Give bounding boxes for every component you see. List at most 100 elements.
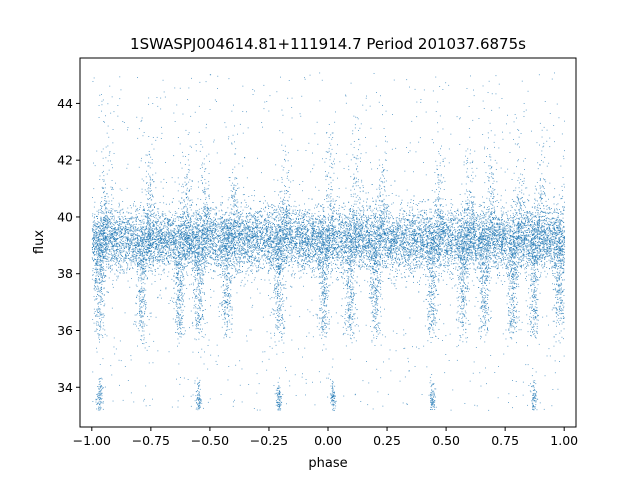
- data-point: [325, 248, 327, 250]
- data-point: [440, 249, 442, 251]
- data-point: [97, 227, 99, 229]
- data-point: [169, 239, 171, 241]
- data-point: [266, 250, 268, 252]
- data-point: [559, 275, 561, 277]
- data-point: [252, 236, 254, 238]
- data-point: [476, 239, 478, 241]
- data-point: [470, 241, 472, 243]
- data-point: [256, 236, 258, 238]
- data-point: [209, 229, 211, 231]
- data-point: [212, 238, 214, 240]
- data-point: [233, 234, 235, 235]
- data-point: [381, 257, 383, 259]
- data-point: [388, 238, 390, 239]
- data-point: [432, 251, 434, 253]
- data-point: [127, 263, 129, 265]
- data-point: [360, 210, 362, 212]
- data-point: [328, 240, 330, 242]
- data-point: [247, 239, 248, 241]
- data-point: [442, 206, 444, 207]
- data-point: [114, 217, 115, 219]
- data-point: [183, 241, 185, 243]
- data-point: [496, 224, 498, 225]
- data-point: [553, 251, 555, 253]
- data-point: [193, 238, 195, 240]
- data-point: [302, 235, 304, 237]
- data-point: [393, 245, 395, 247]
- data-point: [551, 259, 553, 261]
- data-point: [543, 239, 545, 241]
- data-point: [386, 245, 387, 247]
- data-point: [528, 241, 530, 243]
- data-point: [498, 219, 499, 220]
- data-point: [492, 260, 494, 262]
- data-point: [275, 235, 277, 237]
- data-point: [135, 217, 137, 219]
- data-point: [142, 226, 144, 228]
- data-point: [221, 260, 223, 262]
- data-point: [393, 225, 395, 226]
- data-point: [370, 215, 372, 217]
- data-point: [512, 262, 514, 263]
- data-point: [103, 221, 105, 223]
- data-point: [331, 228, 332, 229]
- data-point: [94, 258, 95, 260]
- data-point: [261, 247, 262, 249]
- data-point: [425, 236, 427, 237]
- data-point: [468, 249, 470, 251]
- data-point: [170, 247, 172, 249]
- data-point: [288, 212, 290, 214]
- data-point: [466, 247, 468, 249]
- data-point: [238, 237, 239, 239]
- data-point: [384, 249, 386, 251]
- data-point: [145, 242, 147, 244]
- data-point: [245, 225, 247, 227]
- data-point: [553, 262, 555, 264]
- data-point: [182, 247, 184, 248]
- data-point: [114, 232, 116, 234]
- data-point: [336, 264, 338, 266]
- data-point: [170, 242, 171, 243]
- data-point: [482, 244, 484, 246]
- data-point: [322, 243, 324, 245]
- data-point: [296, 253, 297, 255]
- data-point: [167, 246, 168, 248]
- data-point: [353, 210, 355, 211]
- data-point: [114, 257, 116, 258]
- data-point: [232, 240, 234, 242]
- data-point: [418, 245, 419, 247]
- data-point: [321, 226, 322, 228]
- data-point: [317, 242, 319, 244]
- data-point: [503, 230, 505, 232]
- data-point: [470, 222, 471, 223]
- data-point: [450, 212, 452, 214]
- data-point: [457, 245, 459, 247]
- data-point: [478, 206, 480, 207]
- data-point: [110, 265, 112, 266]
- data-point: [461, 263, 462, 265]
- data-point: [475, 239, 477, 241]
- data-point: [473, 222, 475, 224]
- data-point: [413, 214, 415, 216]
- data-point: [323, 217, 325, 218]
- data-point: [151, 245, 153, 247]
- data-point: [144, 230, 146, 232]
- data-point: [558, 231, 560, 233]
- data-point: [508, 222, 510, 224]
- data-point: [137, 269, 139, 270]
- data-point: [407, 234, 409, 236]
- data-point: [215, 259, 216, 261]
- data-point: [480, 205, 481, 207]
- data-point: [225, 251, 227, 253]
- data-point: [133, 203, 134, 205]
- data-point: [275, 228, 277, 230]
- data-point: [524, 267, 526, 268]
- data-point: [272, 226, 274, 228]
- data-point: [422, 216, 424, 218]
- data-point: [303, 259, 305, 261]
- data-point: [488, 254, 490, 256]
- data-point: [279, 238, 281, 240]
- data-point: [405, 226, 407, 228]
- data-point: [492, 243, 494, 245]
- data-point: [410, 220, 412, 222]
